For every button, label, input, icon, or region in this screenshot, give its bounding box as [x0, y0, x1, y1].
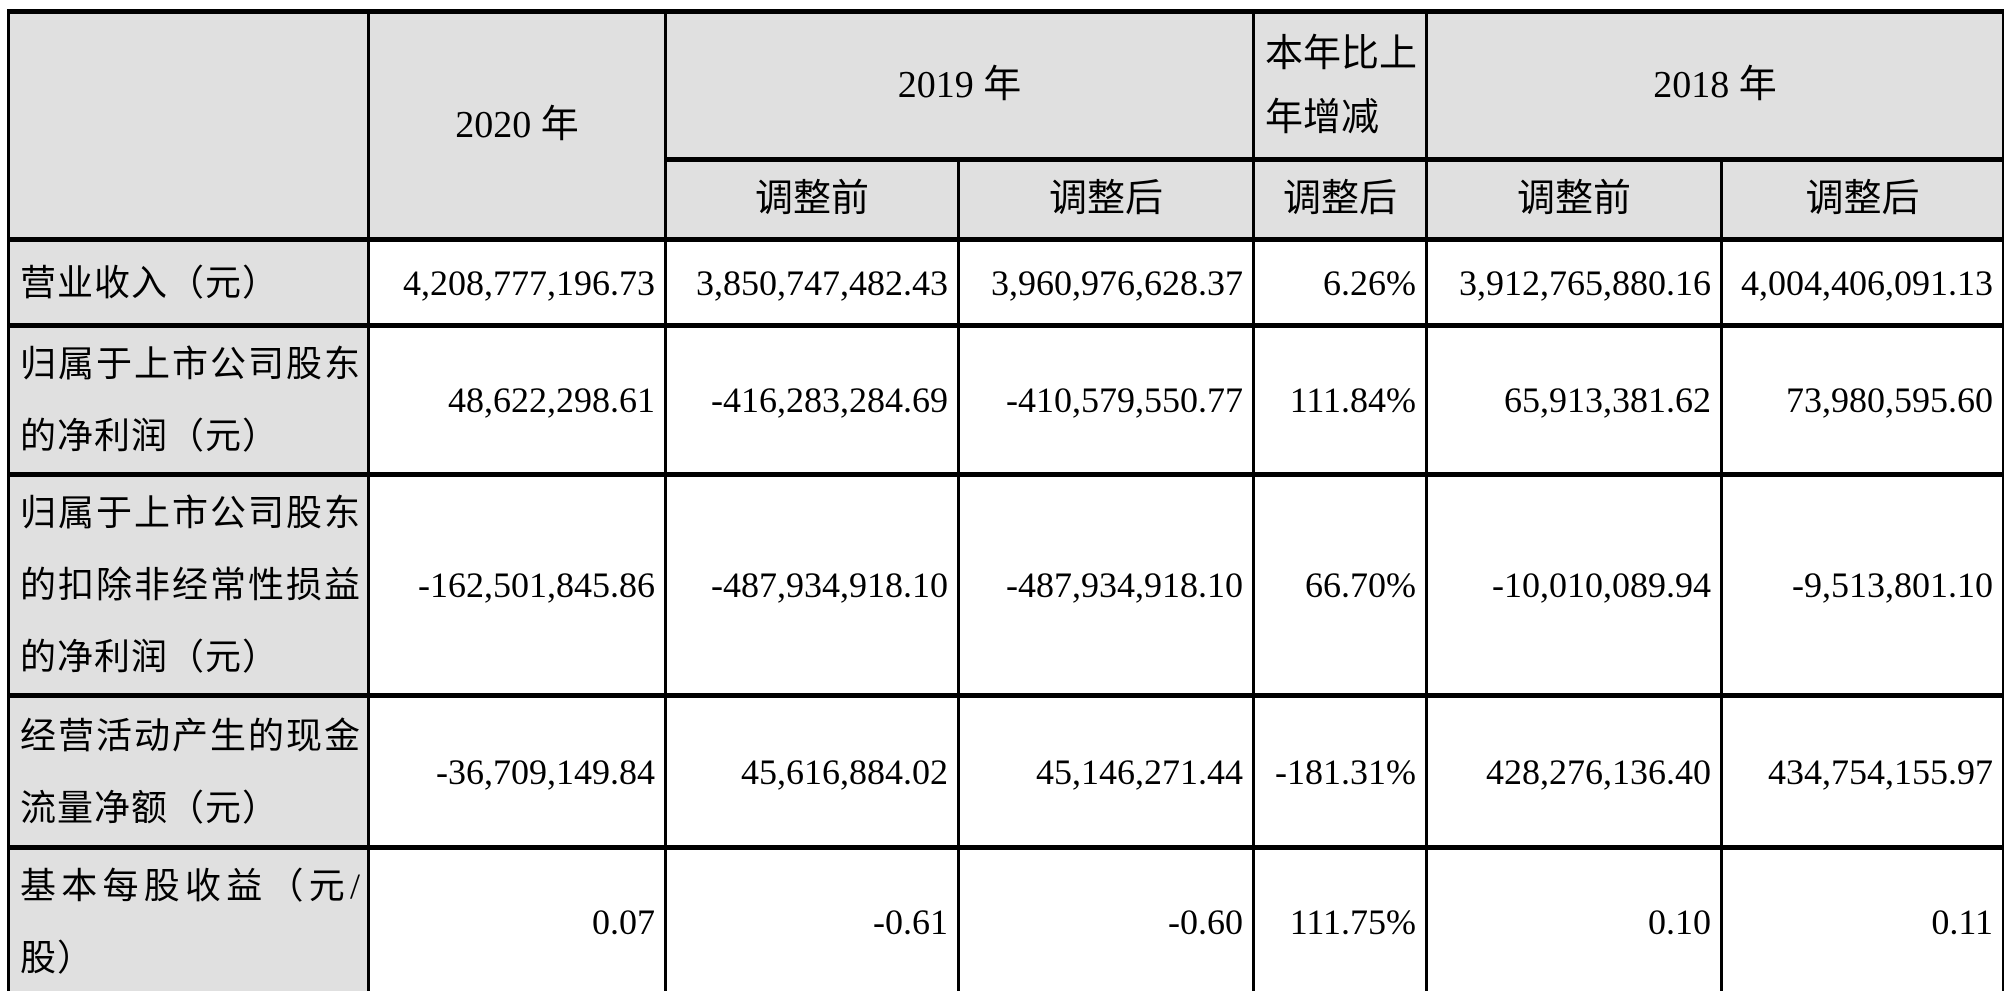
subheader-2019-after: 调整后 — [956, 157, 1256, 242]
header-row-years: 2020 年 2019 年 本年比上年增减 2018 年 — [7, 9, 2004, 242]
header-2020: 2020 年 — [367, 9, 667, 242]
value-2020: 0.07 — [367, 845, 667, 991]
value-2019-after: -0.60 — [956, 845, 1256, 991]
value-2019-before: 3,850,747,482.43 — [664, 237, 960, 328]
value-change: -181.31% — [1252, 693, 1429, 850]
value-2018-after: 4,004,406,091.13 — [1720, 237, 2004, 328]
header-change-vs-prior-year: 本年比上年增减 — [1252, 9, 1429, 162]
value-change: 111.84% — [1252, 323, 1429, 477]
value-2019-after: 45,146,271.44 — [956, 693, 1256, 850]
value-change: 6.26% — [1252, 237, 1429, 328]
value-2018-before: -10,010,089.94 — [1425, 472, 1724, 698]
value-2019-before: -487,934,918.10 — [664, 472, 960, 698]
value-2018-before: 0.10 — [1425, 845, 1724, 991]
row-label: 归属于上市公司股东的扣除非经常性损益的净利润（元） — [7, 472, 370, 698]
value-2020: -162,501,845.86 — [367, 472, 667, 698]
value-2020: 4,208,777,196.73 — [367, 237, 667, 328]
row-label: 归属于上市公司股东的净利润（元） — [7, 323, 370, 477]
subheader-2018-after: 调整后 — [1720, 157, 2004, 242]
header-empty-cell — [7, 9, 370, 242]
row-label: 营业收入（元） — [7, 237, 370, 328]
subheader-change-after: 调整后 — [1252, 157, 1429, 242]
value-change: 111.75% — [1252, 845, 1429, 991]
subheader-2018-before: 调整前 — [1425, 157, 1724, 242]
value-change: 66.70% — [1252, 472, 1429, 698]
value-2018-after: 73,980,595.60 — [1720, 323, 2004, 477]
value-2019-after: 3,960,976,628.37 — [956, 237, 1256, 328]
financial-summary-table: 2020 年 2019 年 本年比上年增减 2018 年 调整前 调整后 调整后… — [7, 9, 2004, 991]
value-2018-after: 434,754,155.97 — [1720, 693, 2004, 850]
header-2019: 2019 年 — [663, 9, 1256, 162]
value-2019-after: -487,934,918.10 — [956, 472, 1256, 698]
table-row-net-profit-attributable: 归属于上市公司股东的净利润（元） 48,622,298.61 -416,283,… — [7, 323, 2004, 477]
table-row-operating-revenue: 营业收入（元） 4,208,777,196.73 3,850,747,482.4… — [7, 237, 2004, 328]
value-2019-before: -0.61 — [664, 845, 960, 991]
table-row-net-profit-excl-nonrecurring: 归属于上市公司股东的扣除非经常性损益的净利润（元） -162,501,845.8… — [7, 472, 2004, 698]
header-2018: 2018 年 — [1425, 9, 2004, 162]
row-label: 基本每股收益（元/股） — [7, 845, 370, 991]
table-row-basic-eps: 基本每股收益（元/股） 0.07 -0.61 -0.60 111.75% 0.1… — [7, 845, 2004, 991]
value-2018-before: 65,913,381.62 — [1425, 323, 1724, 477]
value-2018-before: 428,276,136.40 — [1425, 693, 1724, 850]
subheader-2019-before: 调整前 — [664, 157, 960, 242]
value-2019-after: -410,579,550.77 — [956, 323, 1256, 477]
value-2019-before: 45,616,884.02 — [664, 693, 960, 850]
header-row-adjustment: 调整前 调整后 调整后 调整前 调整后 — [9, 157, 2004, 242]
table-row-operating-cash-flow: 经营活动产生的现金流量净额（元） -36,709,149.84 45,616,8… — [7, 693, 2004, 850]
value-2018-before: 3,912,765,880.16 — [1425, 237, 1724, 328]
value-2020: 48,622,298.61 — [367, 323, 667, 477]
value-2020: -36,709,149.84 — [367, 693, 667, 850]
row-label: 经营活动产生的现金流量净额（元） — [7, 693, 370, 850]
value-2018-after: 0.11 — [1720, 845, 2004, 991]
value-2018-after: -9,513,801.10 — [1720, 472, 2004, 698]
value-2019-before: -416,283,284.69 — [664, 323, 960, 477]
